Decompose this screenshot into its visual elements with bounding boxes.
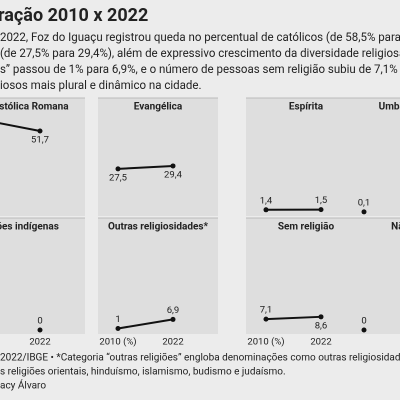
title: ração 2010 x 2022 — [0, 5, 148, 26]
point — [318, 314, 324, 320]
value-label: 8,6 — [315, 320, 328, 331]
point — [361, 327, 367, 333]
intro-line: s” passou de 1% para 6,9%, e o número de… — [0, 62, 400, 76]
intro-line: 2022, Foz do Iguaçu registrou queda no p… — [0, 30, 400, 44]
footer-line: 2022/IBGE • *Categoria “outras religiões… — [0, 352, 400, 364]
line — [0, 122, 41, 132]
intro-line: (de 27,5% para 29,4%), além de expressiv… — [0, 46, 400, 60]
panel-title: Umbanda e — [379, 102, 400, 113]
line — [265, 315, 322, 321]
panel — [344, 98, 400, 216]
panel-title: Outras religiosidades* — [108, 222, 209, 233]
panel-title: ções indígenas — [0, 222, 59, 233]
x-label: 2022 — [162, 337, 183, 348]
line — [117, 164, 174, 170]
footer-line: s religiões orientais, hinduísmo, islami… — [0, 366, 286, 378]
panel-title: Sem religião — [278, 222, 335, 233]
point — [318, 207, 324, 213]
x-label: 2010 (%) — [247, 337, 284, 348]
intro-line: iosos mais plural e dinâmico na cidade. — [0, 78, 202, 92]
x-label: 2022 — [29, 337, 50, 348]
panel-title: Espírita — [289, 102, 324, 113]
x-label: 2022 — [310, 337, 331, 348]
value-label: 1,4 — [260, 195, 273, 206]
footer-line: acy Álvaro — [0, 379, 46, 392]
point — [115, 325, 121, 331]
panel — [98, 98, 218, 216]
value-label: 29,4 — [164, 169, 183, 180]
value-label: 7,1 — [260, 305, 273, 316]
x-label: 2010 (%) — [99, 337, 136, 348]
value-label: 51,7 — [31, 135, 49, 146]
value-label: 0,1 — [358, 197, 371, 208]
point — [361, 209, 367, 215]
value-label: 0 — [361, 316, 366, 327]
value-label: 6,9 — [167, 305, 180, 316]
panel-title: Apostólica Romana — [0, 102, 69, 113]
value-label: 27,5 — [109, 172, 127, 183]
point — [37, 128, 43, 134]
panel-title: Evangélica — [134, 102, 183, 113]
point — [263, 207, 269, 213]
point — [170, 163, 176, 169]
point — [263, 316, 269, 322]
panel-title: Não s — [391, 222, 400, 233]
line — [117, 318, 174, 330]
value-label: 1,5 — [315, 195, 328, 206]
panel — [0, 218, 85, 334]
value-label: 0 — [37, 316, 42, 327]
value-label: 1 — [115, 314, 120, 325]
point — [170, 316, 176, 322]
panel — [0, 98, 85, 216]
point — [115, 166, 121, 172]
panel — [344, 218, 400, 334]
point — [37, 327, 43, 333]
panel — [98, 218, 218, 334]
